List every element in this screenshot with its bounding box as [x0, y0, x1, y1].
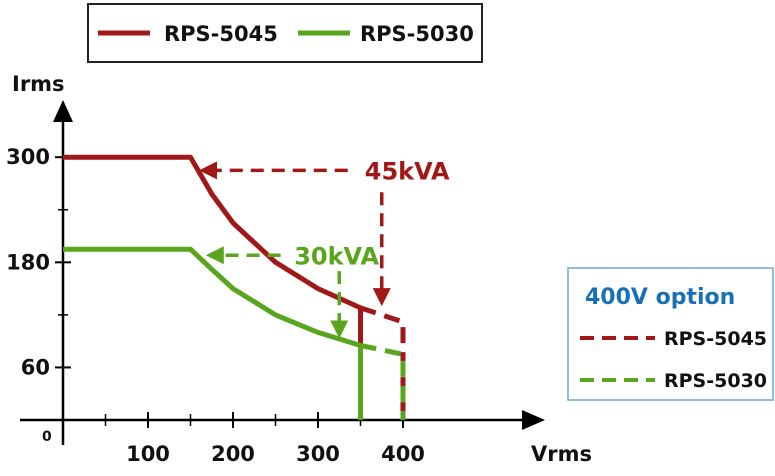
x-tick-label-1: 200: [211, 442, 255, 466]
option-box-title: 400V option: [585, 285, 735, 310]
series-line-rps-5045-dashed: [359, 305, 406, 420]
x-axis-label: Vrms: [531, 442, 592, 466]
axes: Irms Vrms 0: [12, 72, 592, 466]
30kva-h-arrow-head: [205, 246, 224, 265]
30kva-label: 30kVA: [294, 242, 379, 270]
y-tick-label-0: 60: [21, 355, 50, 379]
origin-label: 0: [42, 429, 52, 445]
y-ticks: 60 180 300: [6, 145, 71, 379]
45kva-label: 45kVA: [365, 157, 450, 185]
series-line-rps-5030-solid: [63, 246, 363, 420]
series-line-rps-5045-solid: [63, 154, 363, 420]
legend-label-2: RPS-5030: [360, 22, 474, 46]
series-layer: [63, 154, 406, 420]
legend-box: [87, 3, 483, 63]
annotations: 45kVA 30kVA: [199, 157, 450, 339]
y-tick-label-2: 300: [6, 145, 50, 169]
series-line-rps-5030-dashed: [359, 343, 406, 420]
option-label-1: RPS-5045: [664, 328, 767, 350]
option-box: 400V option RPS-5045 RPS-5030: [567, 267, 774, 401]
45kva-h-arrow-head: [199, 161, 217, 180]
legend-label-1: RPS-5045: [164, 22, 278, 46]
30kva-v-arrow-head: [330, 320, 349, 339]
y-axis-arrow: [53, 100, 73, 122]
y-axis-label: Irms: [12, 72, 65, 96]
x-ticks: 100 200 300 400: [104, 412, 425, 466]
y-tick-label-1: 180: [6, 250, 50, 274]
option-label-2: RPS-5030: [664, 370, 767, 392]
x-tick-label-2: 300: [296, 442, 340, 466]
45kva-v-arrow-head: [372, 288, 391, 307]
legend: RPS-5045 RPS-5030: [87, 3, 483, 63]
x-tick-label-0: 100: [126, 442, 170, 466]
x-axis-arrow: [522, 410, 545, 430]
x-tick-label-3: 400: [381, 442, 425, 466]
